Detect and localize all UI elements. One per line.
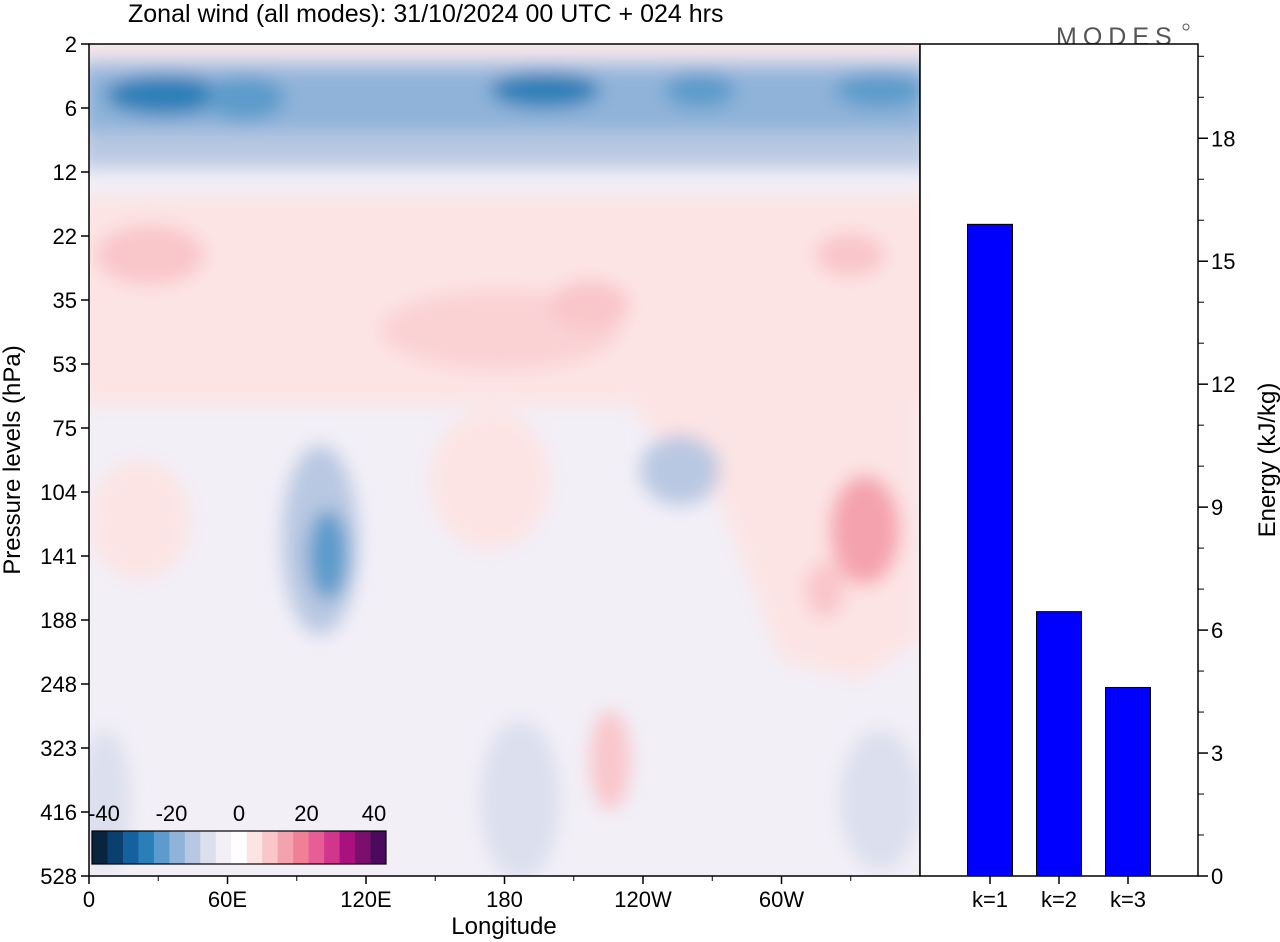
colorbar-frame (91, 830, 387, 865)
energy-bar (967, 223, 1013, 877)
pressure-tick-label: 104 (40, 480, 77, 505)
pressure-tick-label: 35 (53, 288, 77, 313)
easterly-max-5 (835, 72, 920, 108)
colorbar-swatch (122, 831, 139, 864)
colorbar-swatch (215, 831, 232, 864)
logo-registered-mark (1182, 23, 1190, 31)
pressure-tick-label: 188 (40, 608, 77, 633)
energy-tick-label: 6 (1211, 618, 1223, 643)
colorbar-label: -40 (88, 801, 120, 826)
pressure-tick-label: 75 (53, 416, 77, 441)
pressure-tick-label: 12 (53, 160, 77, 185)
mode-tick-label: k=1 (972, 887, 1008, 912)
longitude-tick-label: 120E (340, 887, 391, 912)
easterly-max-3 (490, 72, 600, 108)
colorbar-swatch (246, 831, 263, 864)
colorbar-swatch (200, 831, 217, 864)
energy-tick-label: 9 (1211, 495, 1223, 520)
westerly-patch-3 (815, 233, 885, 277)
heatmap-panel (89, 44, 920, 876)
westerly-cell-1 (90, 460, 190, 580)
westerly-cell-5 (590, 710, 630, 810)
lower-easterly-1 (480, 720, 560, 876)
pressure-tick-label: 416 (40, 800, 77, 825)
energy-bar (1036, 611, 1082, 877)
longitude-tick-label: 60W (759, 887, 804, 912)
energy-bar (1105, 686, 1151, 877)
easterly-cell-core (308, 510, 348, 600)
colorbar-swatch (324, 831, 340, 864)
longitude-tick-label: 120W (614, 887, 672, 912)
colorbar-swatch (277, 831, 294, 864)
colorbar-swatch (184, 831, 201, 864)
energy-tick-label: 12 (1211, 372, 1235, 397)
energy-tick-label: 18 (1211, 126, 1235, 151)
easterly-max-2 (205, 76, 285, 120)
colorbar: -40 -20 0 20 40 (88, 801, 387, 865)
energy-tick-label: 15 (1211, 249, 1235, 274)
pressure-tick-label: 528 (40, 864, 77, 889)
pressure-tick-label: 248 (40, 672, 77, 697)
energy-tick-label: 3 (1211, 741, 1223, 766)
pressure-axis: 2 6 12 22 35 53 75 104 141 188 248 323 416 528 (40, 32, 89, 889)
pressure-tick-label: 141 (40, 544, 77, 569)
colorbar-swatch (339, 831, 356, 864)
colorbar-label: 0 (233, 801, 245, 826)
pressure-tick-label: 22 (53, 224, 77, 249)
easterly-max-1 (105, 75, 225, 115)
colorbar-swatch (138, 831, 155, 864)
pressure-tick-label: 2 (65, 32, 77, 57)
colorbar-swatch (308, 831, 325, 864)
easterly-cell-2 (640, 435, 720, 505)
westerly-patch-1 (95, 225, 205, 285)
pressure-tick-label: 323 (40, 736, 77, 761)
heatmap-field (89, 44, 920, 876)
colorbar-label: -20 (156, 801, 188, 826)
longitude-tick-label: 180 (486, 887, 523, 912)
westerly-patch-4 (380, 290, 620, 370)
top-westerly-strip (89, 44, 920, 52)
y-axis-label: Pressure levels (hPa) (0, 345, 26, 574)
westerly-cell-3 (805, 562, 845, 618)
mode-tick-label: k=2 (1041, 887, 1077, 912)
colorbar-swatch (262, 831, 279, 864)
westerly-cell-4 (430, 410, 550, 550)
colorbar-swatch (153, 831, 170, 864)
mode-tick-label: k=3 (1110, 887, 1146, 912)
easterly-max-4 (665, 72, 735, 108)
westerly-cell-2 (830, 475, 900, 585)
longitude-tick-label: 60E (208, 887, 247, 912)
colorbar-swatch (92, 831, 108, 864)
chart-title: Zonal wind (all modes): 31/10/2024 00 UT… (128, 0, 723, 28)
colorbar-swatch (169, 831, 186, 864)
colorbar-swatch (293, 831, 310, 864)
pressure-tick-label: 53 (53, 352, 77, 377)
longitude-axis: 0 60E 120E 180 120W 60W (83, 876, 852, 912)
energy-tick-label: 0 (1211, 864, 1223, 889)
energy-axis-label: Energy (kJ/kg) (1254, 383, 1280, 538)
colorbar-swatch (231, 831, 248, 864)
longitude-tick-label: 0 (83, 887, 95, 912)
lower-easterly-2 (840, 730, 920, 870)
colorbar-label: 20 (294, 801, 318, 826)
x-axis-label: Longitude (451, 913, 556, 940)
colorbar-swatch (107, 831, 124, 864)
mode-axis: k=1 k=2 k=3 (972, 876, 1146, 912)
colorbar-swatch (355, 831, 371, 864)
colorbar-label: 40 (362, 801, 386, 826)
colorbar-swatch (370, 831, 387, 864)
energy-axis: 0 3 6 9 12 15 18 (1198, 55, 1235, 889)
pressure-tick-label: 6 (65, 96, 77, 121)
